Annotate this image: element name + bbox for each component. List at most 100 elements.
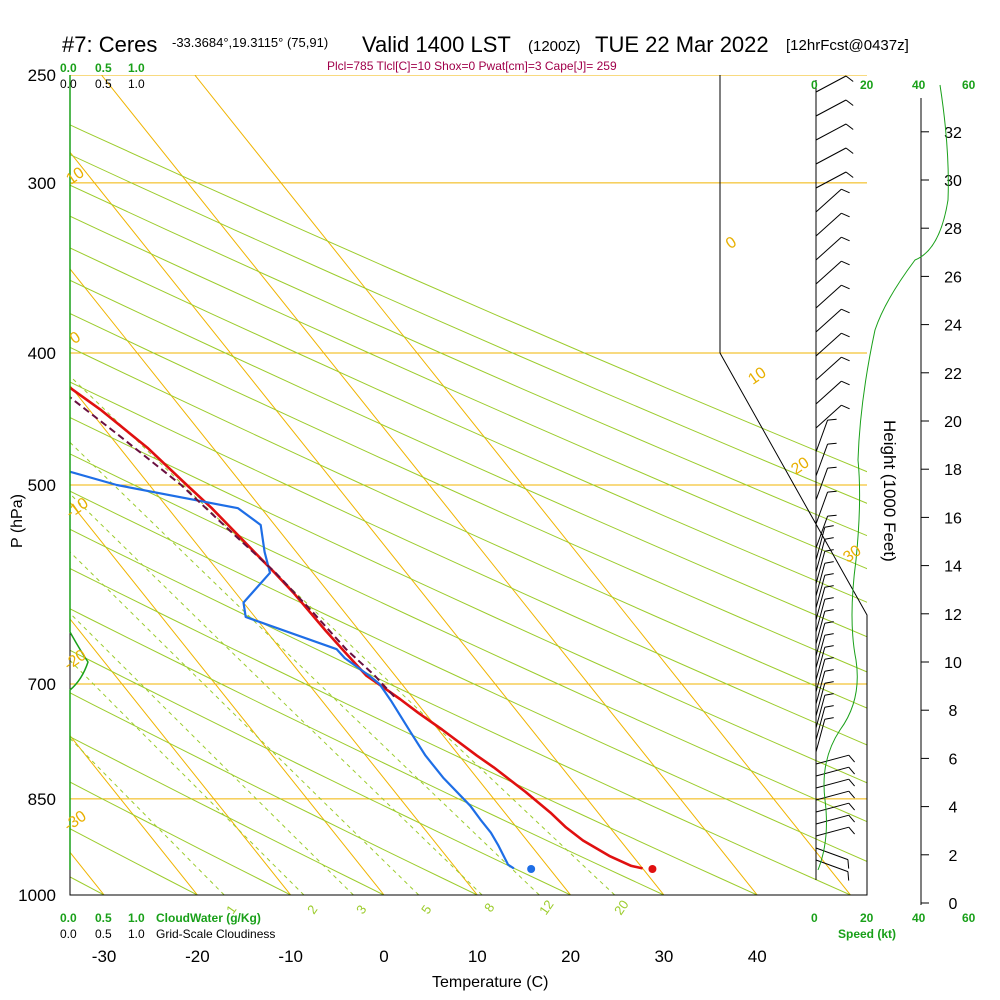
surface-temperature-marker: [648, 865, 657, 874]
wind-barb-flag: [847, 859, 850, 869]
isobar-lines: [70, 75, 867, 895]
wind-barb: [815, 539, 826, 573]
wind-barb: [815, 802, 849, 813]
wind-barb: [815, 491, 829, 525]
wind-barb-flag: [845, 147, 854, 154]
mixing-ratio-labels: 1 2 3 5 8 12 20: [223, 897, 632, 917]
pressure-tick-label: 1000: [18, 886, 56, 905]
forecast-info: [12hrFcst@0437z]: [786, 37, 909, 54]
wind-barb: [815, 99, 847, 117]
wind-barb-flag: [827, 442, 837, 445]
dry-adiabat: [70, 312, 867, 673]
wind-barb: [815, 356, 842, 381]
wind-barb-flag: [824, 525, 834, 528]
wind-barb-flag: [824, 561, 834, 564]
speed-top-20: 20: [860, 78, 874, 92]
x-tick-label: -30: [92, 947, 117, 966]
cloud-scale-top-green-2: 1.0: [128, 61, 145, 75]
dry-adiabat: [70, 453, 867, 823]
height-tick-label: 26: [944, 269, 962, 286]
mixing-ratio-3: [70, 612, 354, 895]
wind-barb: [815, 647, 826, 681]
cloud-scale-top-green-1: 0.5: [95, 61, 112, 75]
mixing-ratio-label: 12: [536, 897, 557, 917]
wind-barb-flag: [845, 75, 854, 82]
mixing-ratio-20: [70, 375, 616, 895]
wind-barb-flag: [847, 871, 850, 881]
wind-barb: [815, 683, 826, 717]
wind-barb-flag: [824, 681, 834, 684]
wind-barb: [815, 719, 826, 753]
wind-barb-flag: [841, 308, 850, 314]
height-tick-label: 6: [949, 751, 958, 768]
isotherm-line: [70, 734, 198, 895]
valid-time: Valid 1400 LST: [362, 32, 511, 57]
dry-adiabat: [70, 416, 867, 784]
dry-adiabat: [70, 490, 867, 863]
height-tick-label: 30: [944, 173, 962, 190]
pressure-tick-label: 500: [28, 476, 56, 495]
parcel-parameters: Plcl=785 Tlcl[C]=10 Shox=0 Pwat[cm]=3 Ca…: [327, 59, 617, 73]
wind-barb: [815, 551, 826, 585]
dry-adiabat: [70, 184, 867, 537]
mixing-ratio-12: [70, 441, 540, 895]
height-tick-label: 4: [949, 800, 958, 817]
height-tick-label: 20: [944, 414, 962, 431]
dry-adiabat: [70, 247, 867, 603]
wind-barb-flag: [824, 537, 834, 540]
wind-barb-flag: [824, 585, 834, 588]
wind-barb-flag: [845, 123, 854, 130]
wind-barb-flag: [848, 826, 855, 835]
mixing-ratio-lines: [70, 375, 616, 895]
wind-barb-flag: [841, 380, 850, 386]
cloudwater-label: CloudWater (g/Kg): [156, 911, 261, 925]
cloud-scale-top-black-2: 1.0: [128, 77, 145, 91]
dry-adiabat: [70, 736, 385, 895]
speed-bottom-0: 0: [811, 911, 818, 925]
x-tick-label: 0: [379, 947, 388, 966]
cloud-scale-bottom-green-2: 1.0: [128, 911, 145, 925]
height-tick-label: 28: [944, 221, 962, 238]
wind-barb-flag: [824, 633, 834, 636]
wind-barb-flag: [824, 573, 834, 576]
wind-speed-profile: [817, 84, 949, 871]
utc-time: (1200Z): [528, 38, 581, 55]
speed-top-40: 40: [912, 78, 926, 92]
wind-barb: [815, 671, 826, 705]
mixing-ratio-1: [70, 737, 225, 895]
speed-bottom-20: 20: [860, 911, 874, 925]
wind-barb: [815, 212, 842, 237]
wind-barb: [815, 75, 847, 93]
wind-barb: [815, 404, 842, 429]
wind-barb: [815, 575, 826, 609]
dry-adiabat: [70, 692, 478, 895]
wind-barb: [815, 790, 849, 801]
wind-barb-flag: [824, 621, 834, 624]
wind-barb: [815, 766, 849, 777]
wind-barb-flag: [824, 609, 834, 612]
isotherm-label: -10: [63, 495, 92, 522]
isotherm-line: [70, 501, 385, 895]
mixing-ratio-8: [70, 493, 483, 895]
height-tick-label: 18: [944, 462, 962, 479]
wind-barb: [815, 599, 826, 633]
station-title: #7: Ceres: [62, 32, 157, 57]
x-tick-label: 10: [468, 947, 487, 966]
height-tick-label: 24: [944, 318, 962, 335]
height-tick-label: 12: [944, 607, 962, 624]
height-tick-label: 8: [949, 703, 958, 720]
wind-barb-flag: [848, 778, 855, 787]
isotherm-label: 10: [63, 164, 87, 188]
wind-barb: [815, 527, 826, 561]
wind-barb: [815, 188, 842, 213]
forecast-date: TUE 22 Mar 2022: [595, 32, 769, 57]
wind-barb: [815, 563, 826, 597]
wind-barb-flag: [841, 236, 850, 242]
isotherm-line: [70, 151, 665, 895]
wind-barb-flag: [848, 766, 855, 775]
mixing-ratio-2: [70, 659, 305, 895]
wind-barb-flag: [824, 645, 834, 648]
wind-barb: [815, 814, 849, 825]
